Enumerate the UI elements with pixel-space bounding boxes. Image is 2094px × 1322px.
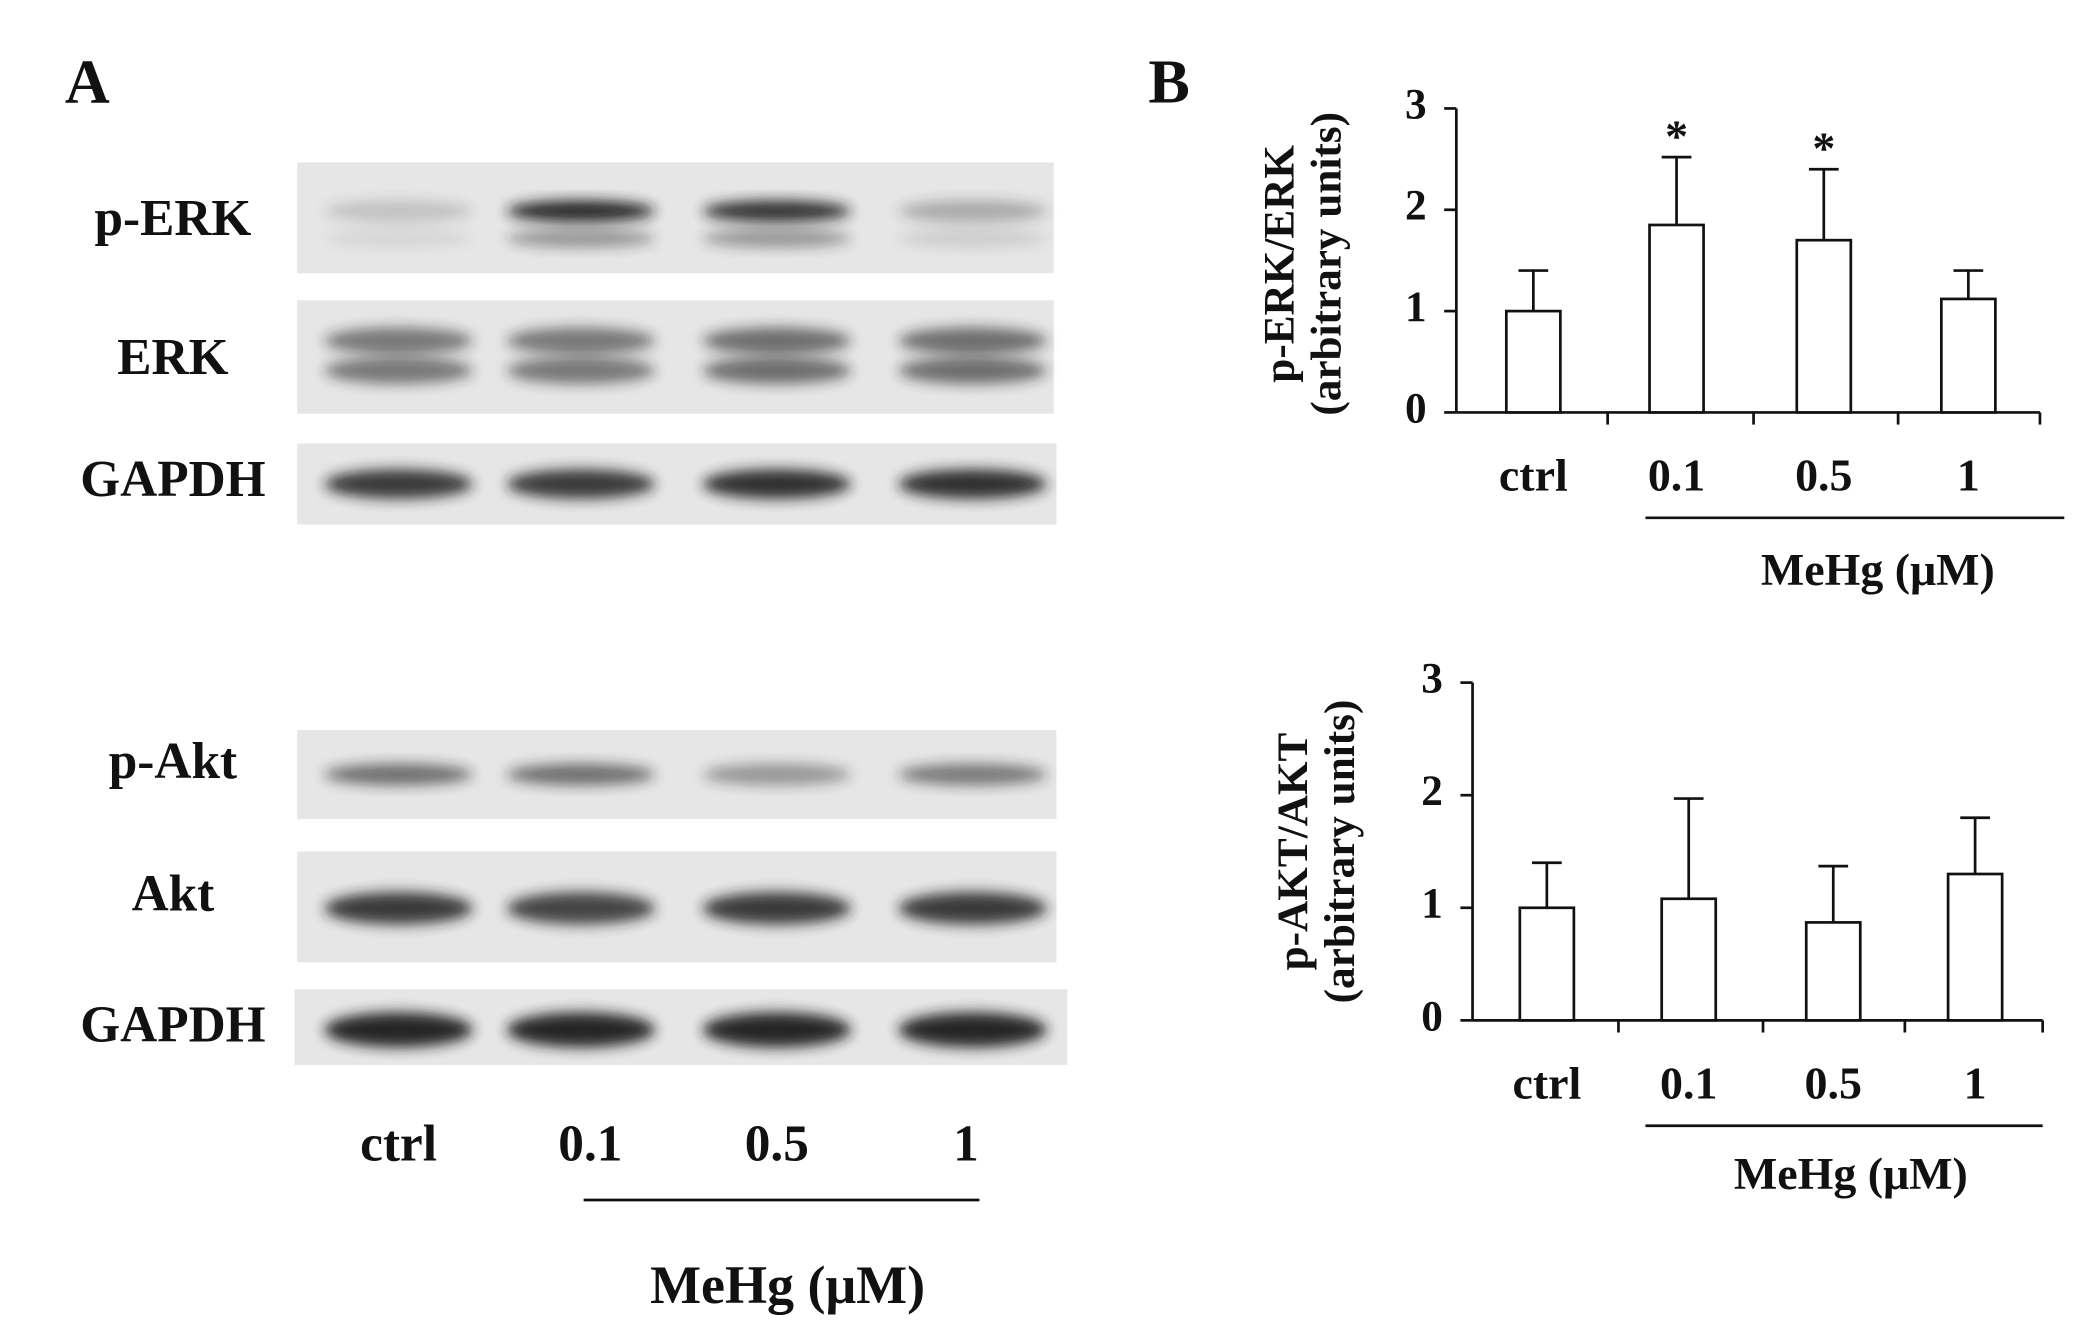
blot-band [506,1012,656,1048]
y-tick-label: 2 [1405,182,1427,230]
blot-band [324,200,473,222]
blot-row-label: GAPDH [80,451,265,508]
blot-band [898,469,1047,499]
blot-band [702,469,852,499]
blot-row-label: GAPDH [80,997,265,1054]
blot-band [898,228,1047,248]
y-tick-label: 1 [1421,880,1443,928]
blot-band [898,763,1047,786]
bar [1518,906,1576,1022]
blot-band [702,1012,852,1048]
blot-band [898,200,1047,222]
significance-mark: * [1812,123,1835,174]
blot-band [324,469,473,499]
blot-band [506,763,656,786]
y-tick-label: 0 [1421,992,1443,1040]
blot-band [702,327,852,355]
lane-label: 0.5 [745,1115,809,1172]
blot-band [324,892,473,925]
blot-band [324,357,473,385]
y-axis-label: p-AKT/AKT [1269,732,1317,970]
lane-label: ctrl [360,1115,437,1172]
x-tick-label: 0.1 [1660,1057,1717,1108]
blot-band [702,892,852,925]
blot-band [702,228,852,248]
lane-label: 1 [953,1115,979,1172]
blot-band [898,892,1047,925]
bar [1795,238,1853,414]
blot-band [506,892,656,925]
x-tick-label: 0.5 [1795,450,1852,501]
x-tick-label: 1 [1957,450,1980,501]
blot-row-label: ERK [117,329,228,386]
y-tick-label: 0 [1405,384,1427,432]
y-axis-label: (arbitrary units) [1316,700,1364,1004]
x-axis-label: MeHg (μM) [1761,544,1995,595]
bar [1504,309,1562,414]
x-tick-label: 0.5 [1805,1057,1862,1108]
blot-band [702,763,852,786]
bar [1660,897,1718,1022]
y-tick-label: 1 [1405,283,1427,331]
blot-row-label: Akt [132,866,215,923]
blot-band [506,228,656,248]
blot-strip [297,300,1054,414]
blot-band [324,228,473,248]
blot-band [898,327,1047,355]
y-axis-label: (arbitrary units) [1303,112,1351,416]
blot-band [898,357,1047,385]
blot-band [702,357,852,385]
y-tick-label: 2 [1421,767,1443,815]
panel-label: B [1148,48,1189,116]
significance-mark: * [1665,110,1688,161]
blot-band [898,1012,1047,1048]
x-tick-label: 0.1 [1648,450,1705,501]
bar [1939,297,1997,414]
blot-band [324,763,473,786]
blot-row-label: p-Akt [109,733,237,790]
panel-label: A [65,48,110,116]
blot-band [506,200,656,222]
blot-band [506,357,656,385]
y-tick-label: 3 [1405,80,1427,128]
treatment-label: MeHg (μM) [650,1255,925,1315]
blot-band [506,469,656,499]
x-tick-label: ctrl [1499,450,1568,501]
blot-band [506,327,656,355]
x-tick-label: 1 [1964,1057,1987,1108]
bar [1946,872,2004,1022]
blot-row-label: p-ERK [94,190,251,247]
blot-band [324,327,473,355]
lane-label: 0.1 [558,1115,622,1172]
blot-band [702,200,852,222]
x-axis-label: MeHg (μM) [1734,1148,1968,1199]
y-tick-label: 3 [1421,655,1443,703]
x-tick-label: ctrl [1512,1057,1581,1108]
blot-band [324,1012,473,1048]
y-axis-label: p-ERK/ERK [1255,145,1303,383]
bar [1648,223,1705,414]
bar [1804,921,1862,1022]
